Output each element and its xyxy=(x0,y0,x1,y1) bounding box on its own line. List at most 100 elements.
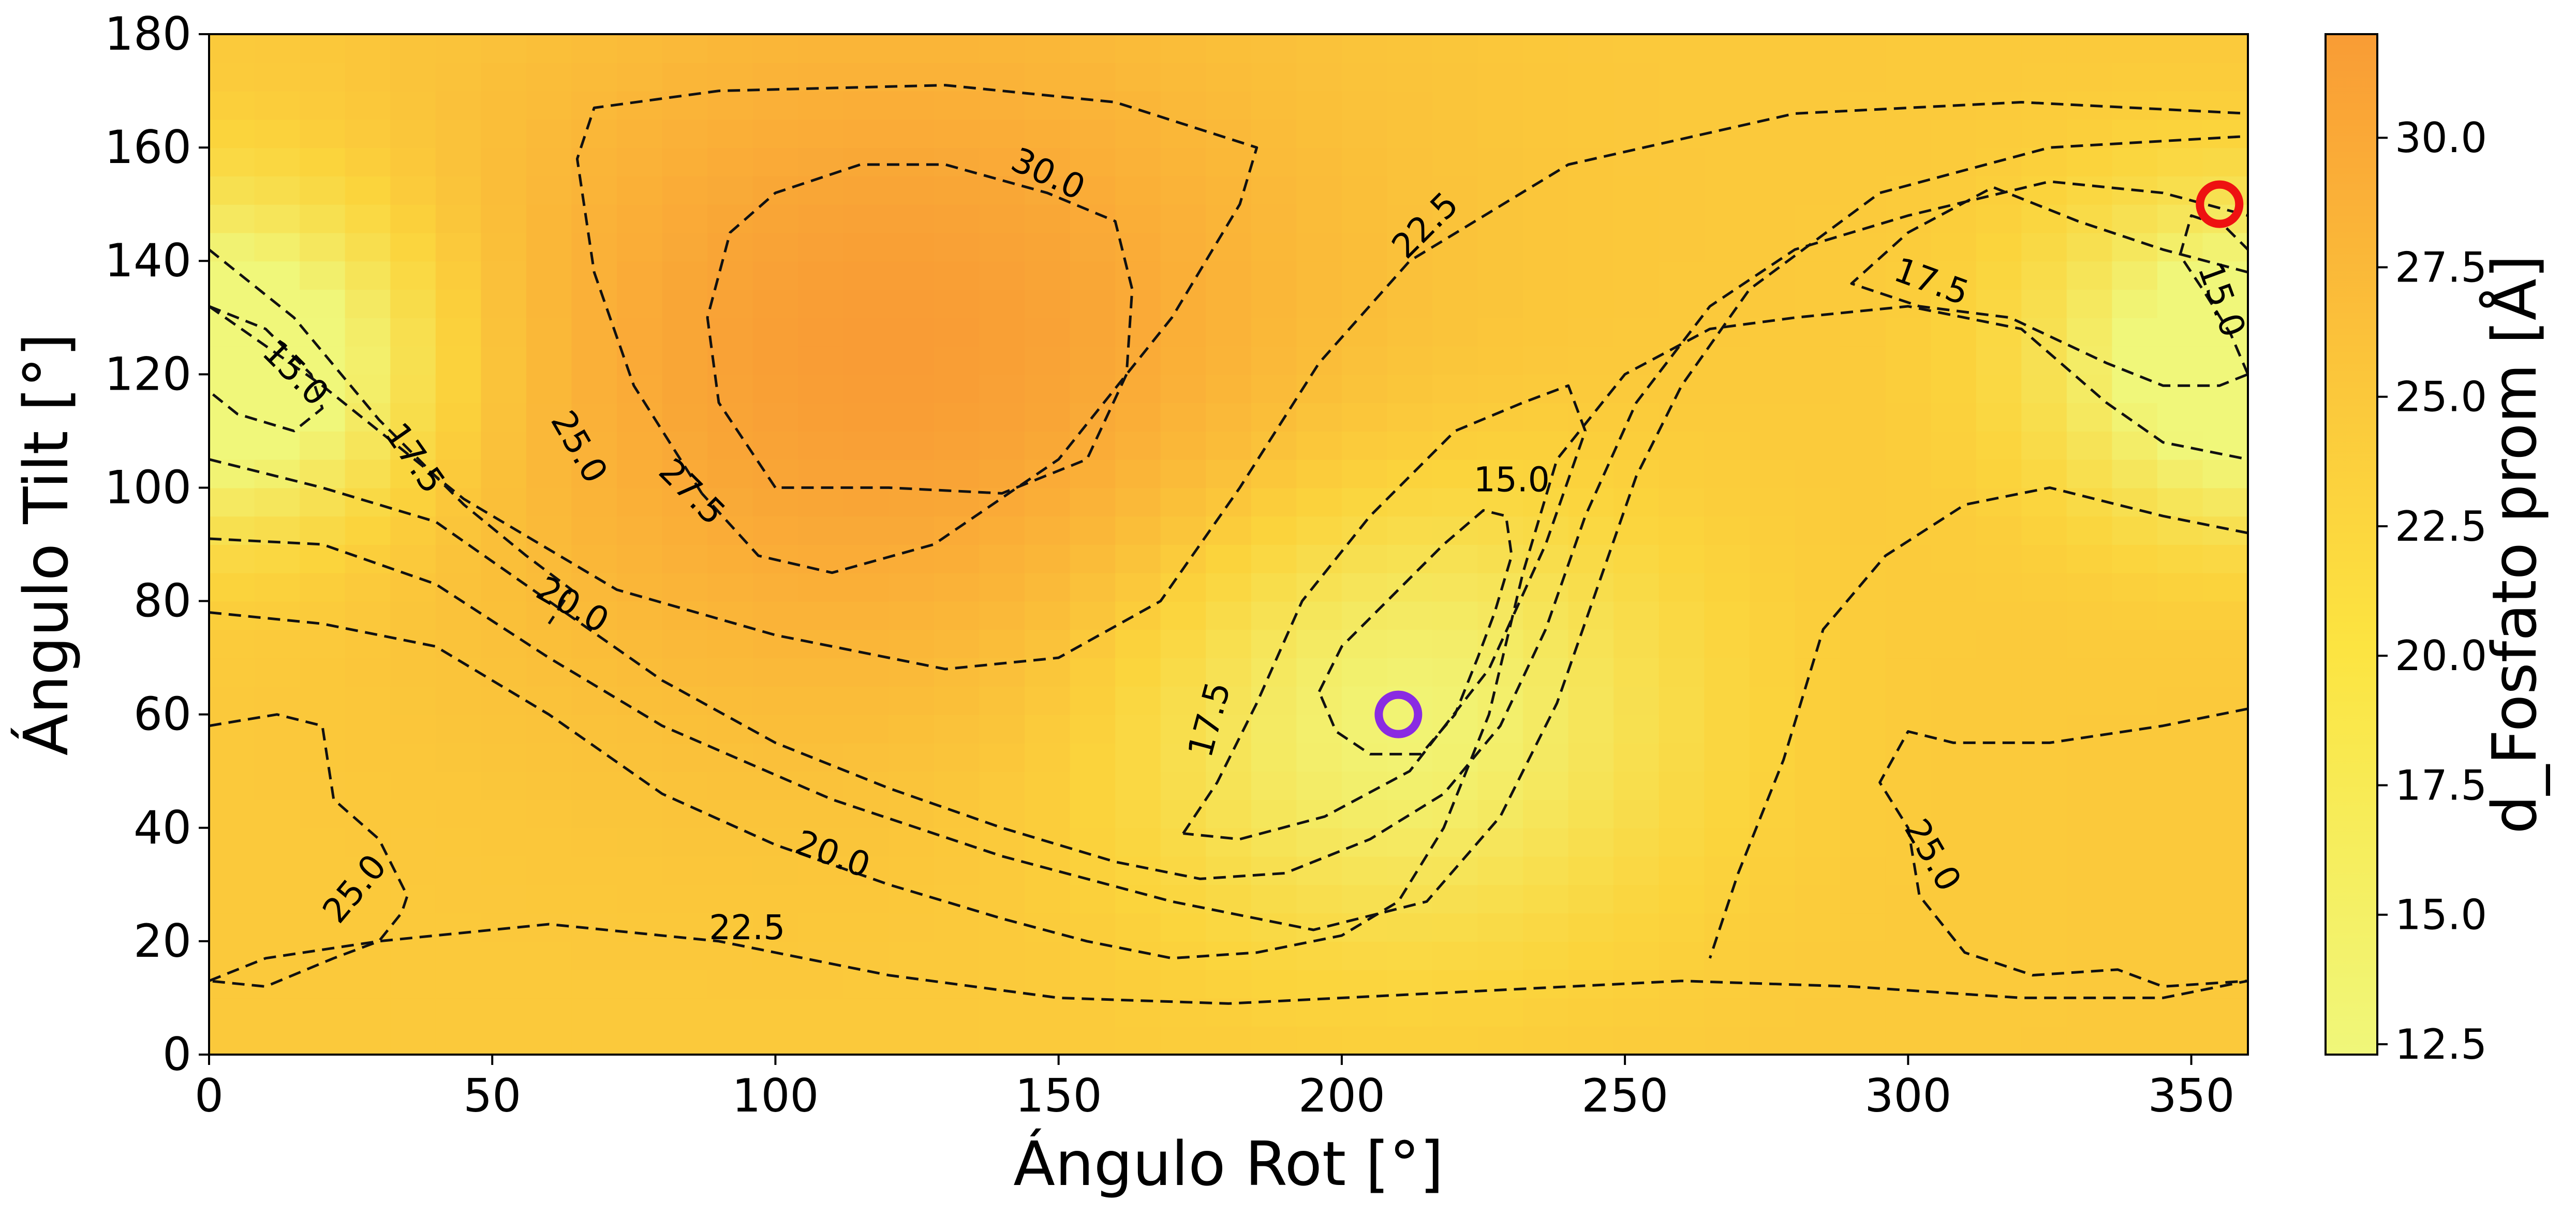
heatmap-cell xyxy=(2202,232,2248,262)
heatmap-cell xyxy=(1432,629,1478,659)
heatmap-cell xyxy=(752,658,799,687)
heatmap-cell xyxy=(1568,714,1615,744)
heatmap-cell xyxy=(1387,289,1433,318)
heatmap-cell xyxy=(2066,459,2113,488)
heatmap-cell xyxy=(2202,913,2248,942)
heatmap-cell xyxy=(2112,941,2158,970)
heatmap-cell xyxy=(889,175,935,205)
heatmap-cell xyxy=(979,175,1025,205)
heatmap-cell xyxy=(1070,232,1116,262)
heatmap-cell xyxy=(1704,34,1750,63)
heatmap-cell xyxy=(1115,771,1161,800)
contour-line xyxy=(209,101,2248,671)
heatmap-cell xyxy=(1387,658,1433,687)
heatmap-cell xyxy=(300,827,346,857)
heatmap-cell xyxy=(752,743,799,772)
heatmap-cell xyxy=(2112,1026,2158,1055)
contour-line xyxy=(209,713,409,988)
heatmap-cell xyxy=(1523,232,1569,262)
heatmap-cell xyxy=(1115,431,1161,460)
heatmap-cell xyxy=(254,119,301,149)
heatmap-cell xyxy=(1432,941,1478,970)
heatmap-cell xyxy=(1795,1026,1841,1055)
heatmap-cell xyxy=(1659,289,1705,318)
heatmap-cell xyxy=(1477,374,1524,404)
heatmap-cell xyxy=(1523,204,1569,233)
heatmap-cell xyxy=(1704,686,1750,715)
heatmap-cell xyxy=(1025,544,1071,573)
heatmap-cell xyxy=(254,317,301,347)
heatmap-cell xyxy=(1477,516,1524,545)
heatmap-cell xyxy=(843,232,890,262)
heatmap-cell xyxy=(1206,459,1252,488)
heatmap-cell xyxy=(662,856,708,885)
heatmap-cell xyxy=(617,799,663,828)
heatmap-cell xyxy=(1704,459,1750,488)
heatmap-cell xyxy=(254,998,301,1027)
heatmap-cell xyxy=(798,317,844,347)
heatmap-cell xyxy=(1795,743,1841,772)
heatmap-cell xyxy=(1160,289,1207,318)
heatmap-cell xyxy=(1523,34,1569,63)
heatmap-cell xyxy=(798,62,844,92)
heatmap-cell xyxy=(1568,346,1615,375)
heatmap-cell xyxy=(345,1026,391,1055)
heatmap-cell xyxy=(254,261,301,290)
heatmap-cell xyxy=(662,34,708,63)
heatmap-cell xyxy=(1704,941,1750,970)
heatmap-cell xyxy=(1251,459,1297,488)
heatmap-cell xyxy=(1206,403,1252,432)
heatmap-cell xyxy=(617,487,663,517)
heatmap-cell xyxy=(1115,601,1161,630)
heatmap-cell xyxy=(2112,289,2158,318)
heatmap-cell xyxy=(662,771,708,800)
heatmap-cell xyxy=(979,601,1025,630)
heatmap-cell xyxy=(481,289,527,318)
heatmap-cell xyxy=(1296,771,1342,800)
heatmap-cell xyxy=(2021,856,2067,885)
heatmap-cell xyxy=(390,431,436,460)
heatmap-cell xyxy=(798,346,844,375)
contour-line xyxy=(1708,486,2248,959)
heatmap-cell xyxy=(2066,941,2113,970)
heatmap-cell xyxy=(1749,913,1796,942)
heatmap-cell xyxy=(254,799,301,828)
heatmap-cell xyxy=(209,261,255,290)
heatmap-cell xyxy=(1160,771,1207,800)
heatmap-cell xyxy=(1931,856,1977,885)
heatmap-cell xyxy=(1341,91,1388,120)
heatmap-cell xyxy=(2202,601,2248,630)
heatmap-cell xyxy=(571,998,617,1027)
heatmap-cell xyxy=(798,232,844,262)
heatmap-cell xyxy=(1659,516,1705,545)
heatmap-cell xyxy=(1523,346,1569,375)
heatmap-cell xyxy=(390,91,436,120)
heatmap-cell xyxy=(1341,743,1388,772)
heatmap-cell xyxy=(435,743,482,772)
heatmap-cell xyxy=(889,998,935,1027)
heatmap-cell xyxy=(390,771,436,800)
heatmap-cell xyxy=(1341,459,1388,488)
heatmap-cell xyxy=(1251,686,1297,715)
heatmap-cell xyxy=(934,459,980,488)
heatmap-cell xyxy=(1387,261,1433,290)
heatmap-cell xyxy=(1704,431,1750,460)
heatmap-cell xyxy=(1025,714,1071,744)
heatmap-cell xyxy=(1160,913,1207,942)
heatmap-cell xyxy=(2112,374,2158,404)
heatmap-cell xyxy=(934,289,980,318)
heatmap-cell xyxy=(2066,261,2113,290)
contour-label: 15.0 xyxy=(1474,460,1550,500)
heatmap-cell xyxy=(1251,941,1297,970)
heatmap-cell xyxy=(390,261,436,290)
heatmap-cell xyxy=(300,913,346,942)
heatmap-cell xyxy=(1976,544,2022,573)
heatmap-cell xyxy=(707,261,753,290)
heatmap-cell xyxy=(1341,403,1388,432)
heatmap-cell xyxy=(752,232,799,262)
heatmap-cell xyxy=(1432,232,1478,262)
heatmap-cell xyxy=(1341,175,1388,205)
heatmap-cell xyxy=(1976,261,2022,290)
heatmap-cell xyxy=(1251,487,1297,517)
heatmap-cell xyxy=(617,941,663,970)
